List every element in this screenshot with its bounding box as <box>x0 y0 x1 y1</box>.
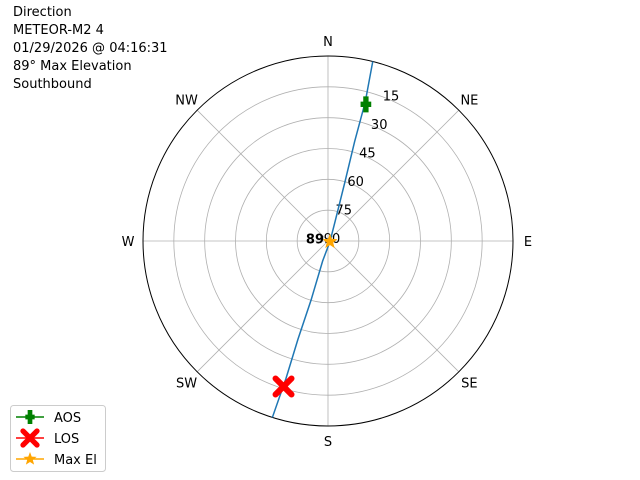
plus-shape <box>360 96 372 113</box>
radial-tick-label: 60 <box>347 175 364 190</box>
direction-label-e: E <box>524 235 532 250</box>
x-shape <box>272 375 295 398</box>
direction-label-ne: NE <box>460 94 478 109</box>
legend-marker-icon <box>25 410 35 424</box>
legend-label: Max El <box>54 453 97 468</box>
grid-spoke <box>196 109 329 242</box>
direction-label-nw: NW <box>175 94 198 109</box>
info-max-elevation: 89° Max Elevation <box>13 59 132 74</box>
legend-item-los: LOS <box>16 428 79 448</box>
legend-item-max-el: Max El <box>16 452 97 468</box>
info-datetime: 01/29/2026 @ 04:16:31 <box>13 41 168 56</box>
outer-circle <box>142 55 514 427</box>
radial-tick-label: 75 <box>336 204 353 219</box>
legend-label: AOS <box>54 411 81 426</box>
direction-label-w: W <box>122 235 135 250</box>
x-shape <box>20 428 40 448</box>
star-shape <box>23 452 37 465</box>
legend-label: LOS <box>54 432 79 447</box>
max-elevation-annotation: 89 <box>306 233 324 248</box>
star-shape <box>322 233 338 249</box>
legend: AOS LOS Max El <box>10 405 106 472</box>
info-title: Direction <box>13 5 72 20</box>
info-satellite: METEOR-M2 4 <box>13 23 104 38</box>
pass-info: Direction METEOR-M2 4 01/29/2026 @ 04:16… <box>13 4 168 94</box>
radial-tick-label: 30 <box>371 118 388 133</box>
legend-marker-icon <box>20 428 40 448</box>
direction-label-se: SE <box>461 376 477 391</box>
grid-spoke <box>196 240 329 373</box>
marker-aos <box>360 96 372 113</box>
grid-spoke <box>327 240 460 373</box>
plus-shape <box>25 410 35 424</box>
legend-item-aos: AOS <box>16 410 81 426</box>
info-direction: Southbound <box>13 77 92 92</box>
marker-max-el <box>322 233 338 249</box>
grid-spoke <box>327 109 460 242</box>
legend-box <box>10 405 106 472</box>
direction-label-sw: SW <box>176 376 197 391</box>
legend-marker-icon <box>23 452 37 465</box>
direction-label-n: N <box>323 35 333 50</box>
marker-los <box>272 375 295 398</box>
radial-tick-label: 45 <box>359 147 376 162</box>
direction-label-s: S <box>324 435 332 450</box>
radial-tick-label: 15 <box>383 90 400 105</box>
